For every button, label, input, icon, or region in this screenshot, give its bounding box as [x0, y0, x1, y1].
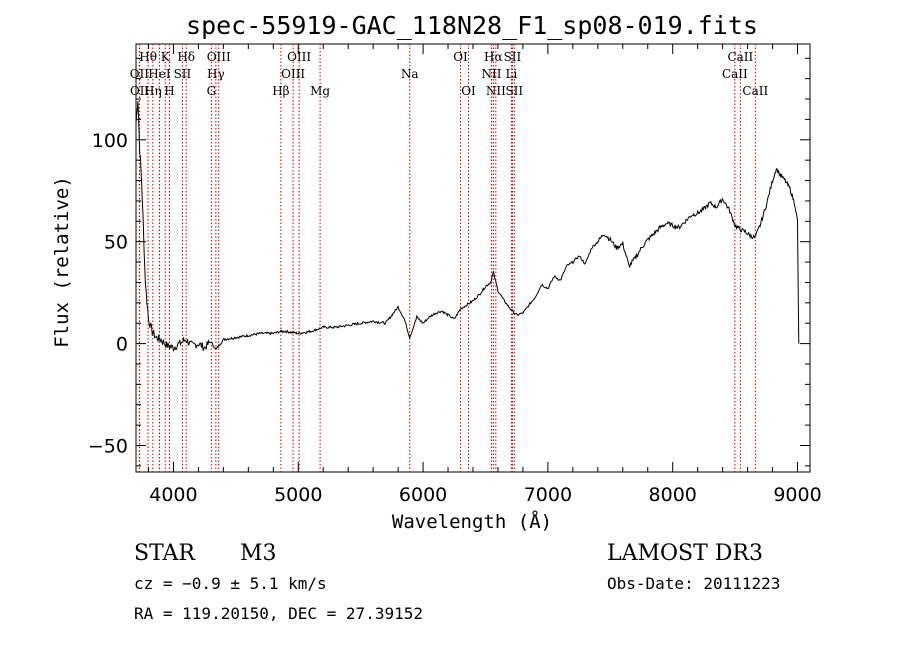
line-label-OIII-5007: OIII: [287, 50, 311, 64]
line-label-OI-6364: OI: [461, 84, 476, 98]
y-tick-label: −50: [88, 436, 128, 458]
line-label-HeI: HeI: [148, 67, 171, 81]
line-label-H: H: [164, 84, 174, 98]
line-label-CaII-8498: CaII: [722, 67, 748, 81]
line-label-OII-b: OII: [130, 84, 150, 98]
x-tick-label: 6000: [399, 484, 447, 506]
x-tick-label: 4000: [149, 484, 197, 506]
spectrum-series-line: [135, 101, 800, 352]
y-axis-ticks: −50 0 50 100: [88, 57, 810, 467]
x-axis-label: Wavelength (Å): [392, 510, 552, 533]
line-label-NII-6548: NII: [481, 67, 501, 81]
y-axis-label: Flux (relative): [51, 176, 73, 348]
line-label-Halpha: Hα: [484, 50, 503, 64]
y-tick-label: 50: [104, 232, 128, 254]
line-label-SII-blue: SII: [174, 67, 192, 81]
line-label-Na: Na: [401, 67, 419, 81]
redshift-velocity: cz = −0.9 ± 5.1 km/s: [134, 574, 327, 593]
line-label-Heta: Hη: [144, 84, 162, 98]
line-label-Mg: Mg: [310, 84, 330, 98]
spectral-line-markers: [138, 44, 756, 472]
line-label-Hdelta: Hδ: [177, 50, 195, 64]
line-label-NII-6583: NII: [486, 84, 506, 98]
observation-date: Obs-Date: 20111223: [607, 574, 780, 593]
line-label-CaII-8662: CaII: [742, 84, 768, 98]
line-label-OII: OII: [130, 67, 150, 81]
line-label-CaII-8542: CaII: [727, 50, 753, 64]
line-label-Hbeta: Hβ: [272, 84, 289, 98]
line-label-H8: Hθ: [139, 50, 157, 64]
x-axis-ticks: 4000 5000 6000 7000 8000 9000: [147, 44, 822, 506]
line-label-K: K: [161, 50, 171, 64]
coordinates: RA = 119.20150, DEC = 27.39152: [134, 604, 423, 623]
line-label-SII-6731: SII: [505, 84, 523, 98]
object-subclass: M3: [240, 541, 277, 566]
line-label-OIII-4363: OIII: [207, 50, 231, 64]
object-class: STAR: [134, 541, 196, 566]
line-label-SII-6716: SII: [504, 50, 522, 64]
x-tick-label: 5000: [274, 484, 322, 506]
line-label-Hgamma: Hγ: [207, 67, 225, 81]
chart-title: spec-55919-GAC_118N28_F1_sp08-019.fits: [186, 11, 758, 40]
plot-frame: [135, 43, 811, 473]
line-label-G: G: [207, 84, 217, 98]
y-tick-label: 100: [92, 130, 128, 152]
line-label-OIII-4959: OIII: [281, 67, 305, 81]
x-tick-label: 9000: [773, 484, 821, 506]
x-tick-label: 7000: [524, 484, 572, 506]
x-tick-label: 8000: [649, 484, 697, 506]
y-tick-label: 0: [116, 334, 128, 356]
survey-name: LAMOST DR3: [607, 541, 763, 566]
line-label-Li: Li: [506, 67, 518, 81]
line-label-OI-6300: OI: [453, 50, 468, 64]
